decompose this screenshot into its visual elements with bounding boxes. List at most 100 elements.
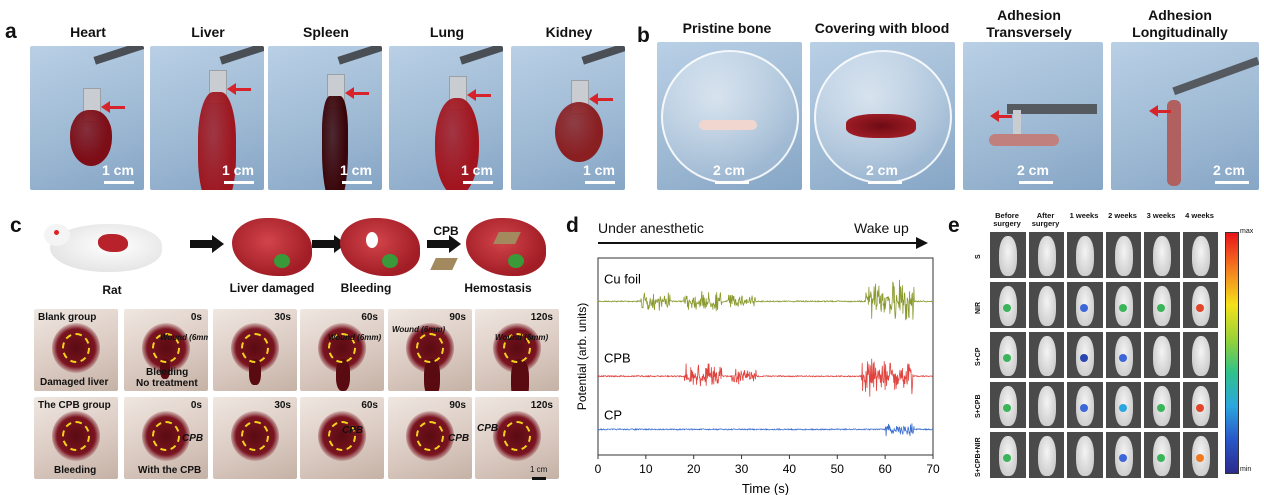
scale-label: 2 cm: [1213, 162, 1245, 178]
imaging-cell: [1067, 332, 1103, 378]
rat-illustration: [40, 212, 170, 278]
bloody-bone: [846, 114, 916, 138]
spleen-organ: [322, 96, 348, 190]
cpb-tag: CPB: [477, 423, 499, 434]
under-anesthetic-label: Under anesthetic: [598, 220, 704, 236]
potential-chart: 0 10 20 30 40 50 60 70 Time (s) Potential (arb. u…: [575, 257, 940, 495]
row-label: S+CPB: [975, 394, 982, 418]
forceps: [219, 46, 264, 65]
scale-label: 2 cm: [1017, 162, 1049, 178]
imaging-cell: [1182, 282, 1218, 328]
column-label: After surgery: [1031, 211, 1060, 228]
imaging-cell: [1067, 432, 1103, 478]
time-label: 0s: [190, 312, 202, 323]
scale-label: 1 cm: [461, 162, 493, 178]
heart-organ: [70, 110, 112, 166]
fluorescence-spot: [1118, 404, 1127, 412]
imaging-cell: [1105, 432, 1141, 478]
time-label: 90s: [449, 312, 466, 323]
scale-label: 1 cm: [583, 162, 615, 178]
scale-bar: [342, 181, 372, 184]
process-arrow: [190, 240, 212, 248]
caption-label: Damaged liver: [40, 377, 109, 388]
red-arrow: [589, 93, 613, 105]
imaging-cell: [1182, 432, 1218, 478]
organ-title-lung: Lung: [429, 24, 465, 40]
organ-photo-lung: 1 cm: [389, 46, 503, 190]
imaging-cell: [990, 282, 1026, 328]
schematic-cpb-label: CPB: [433, 224, 459, 238]
series-label-cp: CP: [604, 408, 622, 423]
imaging-cell: [1028, 432, 1064, 478]
wound-outline: [62, 421, 90, 451]
red-arrow: [101, 101, 125, 113]
liver-organ: [198, 92, 236, 190]
organ-photo-heart: 1 cm: [30, 46, 144, 190]
bleeding-liver-illustration: [340, 218, 420, 276]
panel-e-label: e: [948, 214, 960, 237]
wound-outline: [328, 421, 356, 451]
time-label: 30s: [274, 400, 291, 411]
organ-photo-kidney: 1 cm: [511, 46, 625, 190]
column-label: 4 weeks: [1185, 211, 1214, 220]
bone: [1167, 100, 1181, 186]
bone: [699, 120, 757, 130]
x-tick-label: 20: [687, 462, 701, 476]
bone: [989, 134, 1059, 146]
process-arrow: [427, 240, 449, 248]
fluorescence-spot: [1157, 304, 1165, 312]
rat-photo-row2-0: The CPB group Bleeding: [34, 397, 118, 479]
scale-bar: [224, 181, 254, 184]
fluorescence-spot: [1195, 454, 1204, 462]
bone-title-pristine: Pristine bone: [682, 20, 772, 36]
bone-photo-blood: 2 cm: [810, 42, 955, 190]
caption-label: With the CPB: [138, 465, 202, 476]
bone-photo-transverse: 2 cm: [963, 42, 1103, 190]
rat-photo-row1-3: 60s Wound (6mm): [300, 309, 384, 391]
process-arrow: [312, 240, 334, 248]
schematic-rat-label: Rat: [102, 283, 122, 297]
fluorescence-spot: [1118, 304, 1127, 312]
timeline-arrow: [598, 242, 918, 244]
bone-photo-longitudinal: 2 cm: [1111, 42, 1259, 190]
bone-title-longitudinal-1: Adhesion: [1148, 7, 1212, 23]
fluorescence-spot: [1003, 354, 1011, 362]
fluorescence-spot: [1003, 454, 1011, 462]
caption-label: Bleeding: [146, 367, 189, 378]
column-label: 3 weeks: [1146, 211, 1176, 220]
wound-outline: [416, 421, 444, 451]
rat-photo-row2-1: 0s With the CPB CPB: [124, 397, 208, 479]
wound-outline: [503, 421, 531, 451]
organ-title-spleen: Spleen: [303, 24, 349, 40]
imaging-cell: [1028, 282, 1064, 328]
wound-outline: [241, 333, 269, 363]
group-label: Blank group: [38, 312, 97, 323]
row-label: S+CPB+NIR: [975, 437, 982, 477]
imaging-cell: [1067, 382, 1103, 428]
fluorescence-spot: [1080, 304, 1088, 312]
forceps: [1172, 56, 1259, 96]
x-tick-label: 0: [595, 462, 602, 476]
plot-frame: [597, 257, 934, 456]
lung-organ: [435, 98, 479, 190]
schematic-hemostasis-label: Hemostasis: [464, 281, 532, 295]
organ-title-kidney: Kidney: [545, 24, 593, 40]
kidney-organ: [555, 102, 603, 162]
time-label: 120s: [530, 400, 553, 411]
red-arrow: [227, 83, 251, 95]
wound-outline: [241, 421, 269, 451]
wound-outline: [328, 333, 356, 363]
x-tick-label: 70: [926, 462, 940, 476]
x-tick-label: 40: [783, 462, 797, 476]
series-line-cpb: [597, 358, 934, 397]
rat-photo-row1-0: Blank group Damaged liver: [34, 309, 118, 391]
row-label: S+CP: [975, 347, 982, 366]
rat-photo-row1-2: 30sWound (6mm): [213, 309, 297, 391]
imaging-cell: [1028, 332, 1064, 378]
wound-outline: [416, 333, 444, 363]
wound-outline: [503, 333, 531, 363]
scale-bar: [104, 181, 134, 184]
panel-d-label: d: [566, 214, 579, 237]
scale-label: 2 cm: [713, 162, 745, 178]
petri-dish: [661, 50, 799, 184]
